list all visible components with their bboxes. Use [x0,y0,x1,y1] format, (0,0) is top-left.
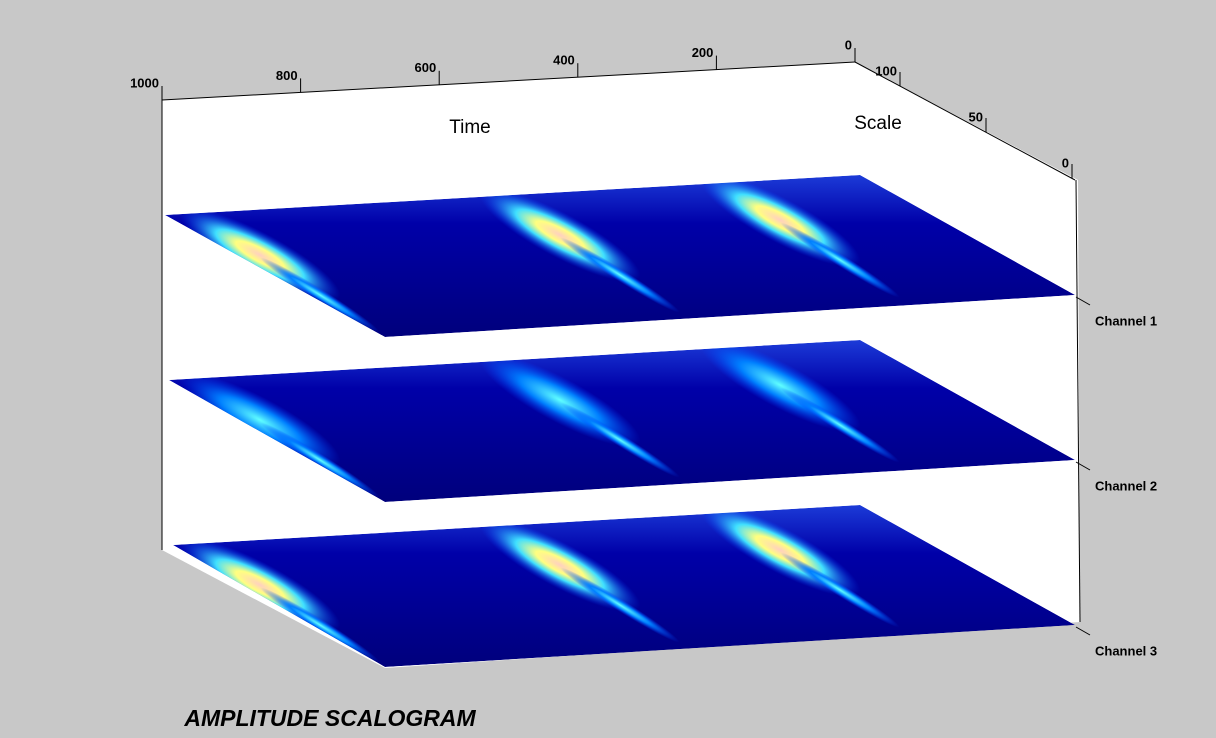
x-axis-line [161,61,856,101]
scalogram-plane [173,505,1075,667]
y-tick-label: 100 [875,63,897,78]
x-tick-label: 400 [553,53,575,68]
y-tick-label: 50 [969,109,983,124]
channel-label: Channel 1 [1095,313,1157,328]
x-tick-label: 600 [414,60,436,75]
energy-streak [560,402,680,478]
channel-tick [1075,296,1091,306]
energy-streak [780,222,900,298]
energy-streak [560,567,680,643]
energy-streak [780,387,900,463]
channel-tick [1075,461,1091,471]
chart-title: AMPLITUDE SCALOGRAM [183,705,476,731]
x-tick-label: 800 [276,68,298,83]
energy-streak [260,587,380,663]
z-axis-line [1075,179,1081,623]
planes [165,175,1075,667]
energy-streak [260,422,380,498]
x-tick-label: 200 [692,45,714,60]
energy-streak [560,237,680,313]
x-axis-label: Time [449,117,491,138]
y-axis-label: Scale [854,113,902,134]
energy-streak [780,552,900,628]
scalogram-plane [169,340,1075,502]
y-axis-line [854,61,1076,181]
scalogram-plane [165,175,1075,337]
energy-streak [260,257,380,333]
channel-label: Channel 2 [1095,478,1157,493]
channel-label: Channel 3 [1095,643,1157,658]
y-tick-label: 0 [1062,155,1069,170]
x-tick-label: 0 [845,37,852,52]
x-tick-label: 1000 [130,75,159,90]
channel-tick [1075,626,1091,636]
